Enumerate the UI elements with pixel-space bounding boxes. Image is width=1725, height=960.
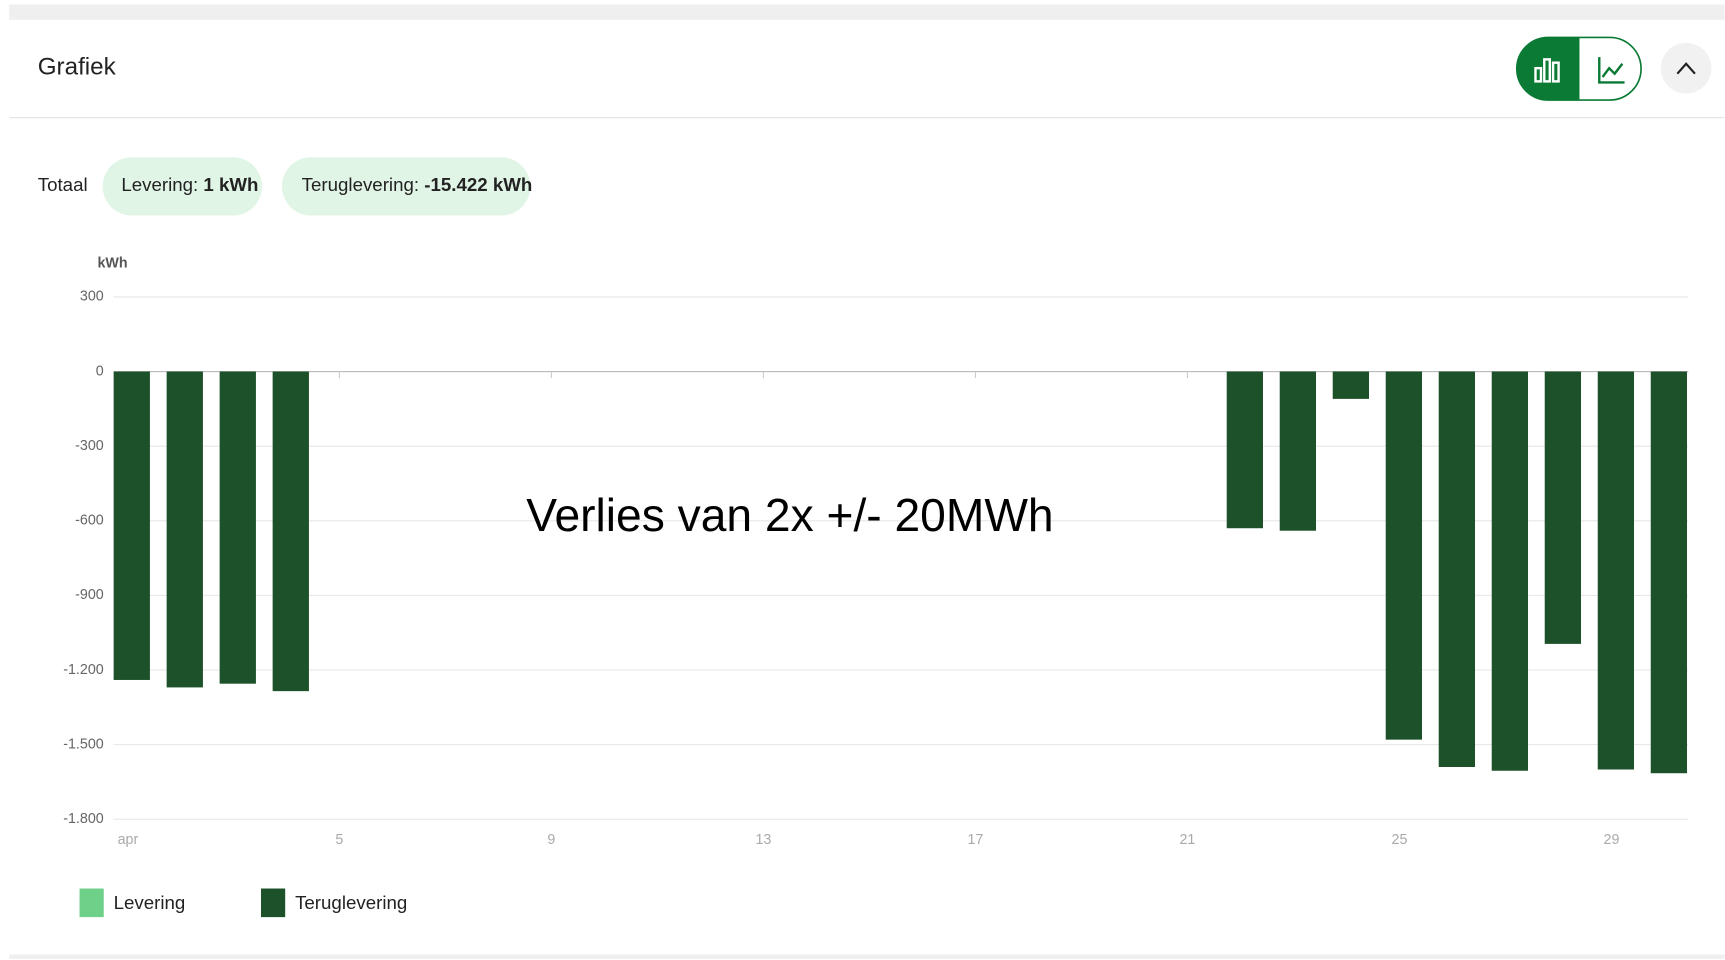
y-tick-label: -600 (75, 513, 104, 529)
toggle-active[interactable] (1516, 37, 1580, 101)
y-tick-label: -1.800 (63, 811, 104, 827)
plot: 300 0 -300 -600 -900 -1.200 -1.500 -1.800 apr 5 9 1… (63, 289, 1689, 848)
x-tick-label: 17 (967, 832, 983, 848)
legend-swatch (79, 888, 104, 918)
chip (102, 157, 263, 216)
y-tick-label: 300 (80, 289, 104, 305)
bar (1279, 371, 1316, 531)
bar (113, 371, 150, 680)
bar (219, 371, 256, 684)
bar (166, 371, 203, 688)
line-icon[interactable] (1598, 57, 1625, 84)
legend-swatch (260, 888, 286, 918)
x-tick-label: apr (118, 832, 139, 848)
x-tick-label: 13 (755, 832, 771, 848)
x-tick-label: 21 (1180, 832, 1196, 848)
annotation: Verlies van 2x +/- 20MWh (526, 489, 1053, 541)
chip-value: -15.422 kWh (424, 174, 532, 195)
chip-value: 1 kWh (203, 174, 258, 195)
bar (1226, 371, 1263, 529)
x-tick-label: 9 (547, 832, 555, 848)
legend-label: Levering (114, 892, 186, 913)
x-tick-label: 29 (1604, 832, 1620, 848)
x-tick-label: 5 (335, 832, 343, 848)
view-toggle[interactable] (1515, 36, 1642, 101)
legend-label: Teruglevering (295, 892, 407, 913)
y-tick-label: -900 (75, 587, 104, 603)
top-strip (9, 4, 1725, 20)
chevron-icon (1676, 62, 1696, 75)
chip (281, 157, 531, 216)
bar (1544, 371, 1582, 644)
y-tick-label: -300 (75, 438, 104, 454)
chip-label: Teruglevering: (302, 174, 419, 195)
totals-label: Totaal (38, 174, 88, 195)
y-tick-label: 0 (96, 363, 104, 379)
bar (272, 371, 309, 692)
x-tick-label: 25 (1392, 832, 1408, 848)
collapse-button[interactable] (1660, 42, 1712, 94)
chip-text: Levering: 1 kWh (121, 174, 258, 195)
chip-text: Teruglevering: -15.422 kWh (302, 174, 533, 195)
section-title: Grafiek (38, 54, 117, 81)
bar (1332, 371, 1370, 399)
y-axis-label: kWh (97, 256, 127, 272)
bar (1597, 371, 1635, 770)
chip-label: Levering: (121, 174, 198, 195)
y-tick-label: -1.500 (63, 736, 104, 752)
bar (1491, 371, 1529, 771)
bar (1385, 371, 1423, 740)
legend: Levering Teruglevering (79, 888, 407, 918)
bar-icon (1534, 58, 1560, 83)
y-tick-label: -1.200 (63, 662, 104, 678)
bar (1438, 371, 1476, 768)
bar (1650, 371, 1688, 774)
